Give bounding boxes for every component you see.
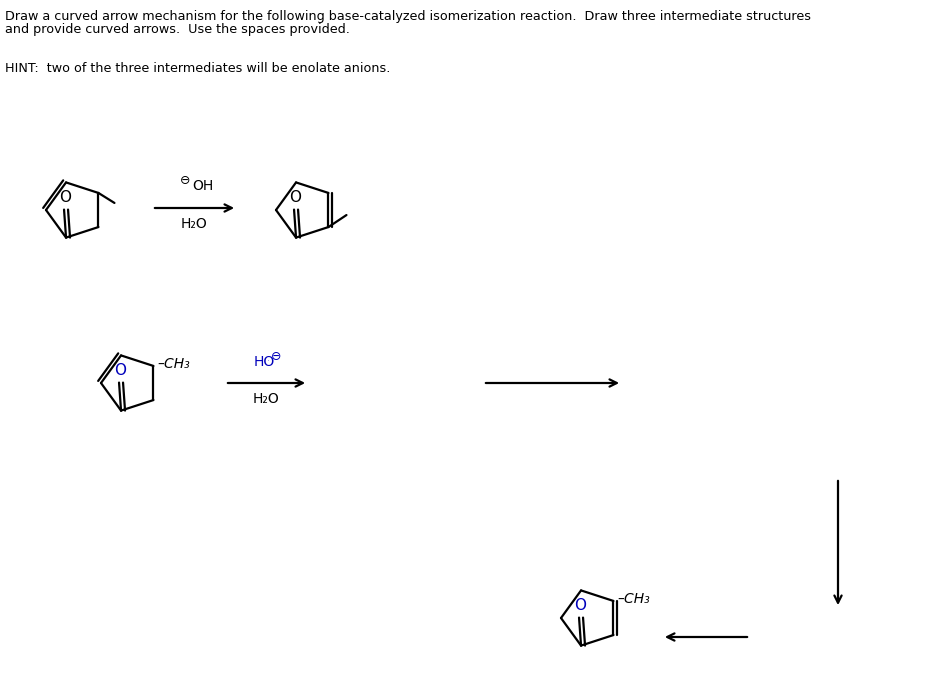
Text: –CH₃: –CH₃	[618, 592, 650, 606]
Text: O: O	[114, 362, 126, 378]
Text: O: O	[59, 190, 71, 205]
Text: and provide curved arrows.  Use the spaces provided.: and provide curved arrows. Use the space…	[5, 23, 350, 36]
Text: ⊖: ⊖	[180, 174, 191, 188]
Text: H×: H×	[268, 359, 270, 361]
Text: ⊖: ⊖	[272, 350, 282, 364]
Text: H₂O: H₂O	[253, 392, 280, 406]
Text: –CH₃: –CH₃	[158, 357, 190, 371]
Text: O: O	[289, 190, 301, 205]
Text: HO: HO	[254, 355, 276, 369]
Text: H₂O: H₂O	[181, 217, 208, 231]
Text: HINT:  two of the three intermediates will be enolate anions.: HINT: two of the three intermediates wil…	[5, 62, 390, 75]
Text: OH: OH	[193, 179, 214, 193]
Text: Draw a curved arrow mechanism for the following base-catalyzed isomerization rea: Draw a curved arrow mechanism for the fo…	[5, 10, 811, 23]
Text: O: O	[574, 597, 586, 613]
